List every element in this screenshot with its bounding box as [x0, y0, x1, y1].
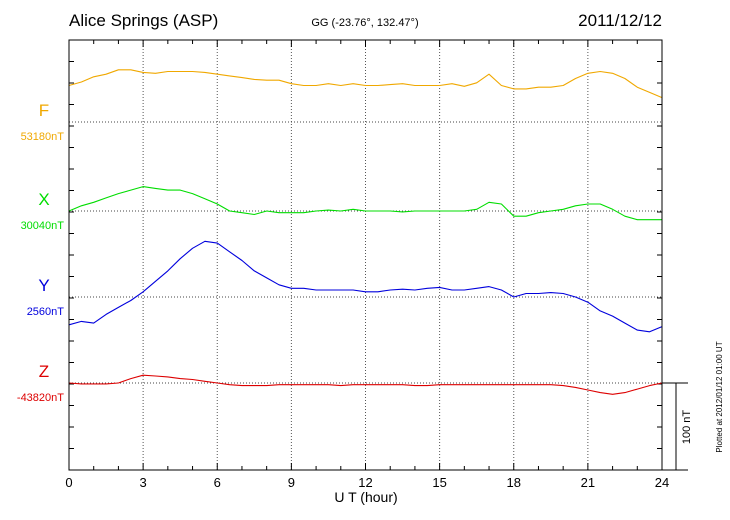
chart-title: Alice Springs (ASP): [69, 11, 218, 30]
x-tick-label: 15: [432, 475, 446, 490]
series-baseline-x: 30040nT: [21, 220, 65, 232]
x-tick-label: 0: [65, 475, 72, 490]
series-baseline-f: 53180nT: [21, 131, 65, 143]
x-axis-label: U T (hour): [334, 489, 397, 505]
series-line-x: [68, 186, 662, 221]
series-line-z: [68, 374, 663, 395]
series-line-f: [68, 69, 663, 99]
scale-bar-label: 100 nT: [681, 410, 693, 445]
x-tick-label: 3: [140, 475, 147, 490]
series-name-f: F: [39, 101, 49, 120]
series-baseline-y: 2560nT: [27, 306, 65, 318]
x-tick-label: 6: [214, 475, 221, 490]
x-tick-label: 21: [581, 475, 595, 490]
scale-bar: 100 nT: [662, 382, 693, 471]
series-name-z: Z: [39, 362, 49, 381]
plotted-note: Plotted at 2012/01/12 01:00 UT: [715, 341, 724, 452]
series-name-y: Y: [38, 276, 49, 295]
x-tick-label: 12: [358, 475, 372, 490]
series-baseline-z: -43820nT: [17, 392, 64, 404]
plot-frame: [68, 39, 663, 471]
x-tick-label: 18: [507, 475, 521, 490]
x-tick-label: 24: [655, 475, 669, 490]
series-name-x: X: [38, 190, 49, 209]
chart-date: 2011/12/12: [578, 11, 662, 30]
series-line-y: [68, 240, 663, 333]
x-tick-label: 9: [288, 475, 295, 490]
station-coordinates: GG (-23.76°, 132.47°): [311, 17, 418, 29]
